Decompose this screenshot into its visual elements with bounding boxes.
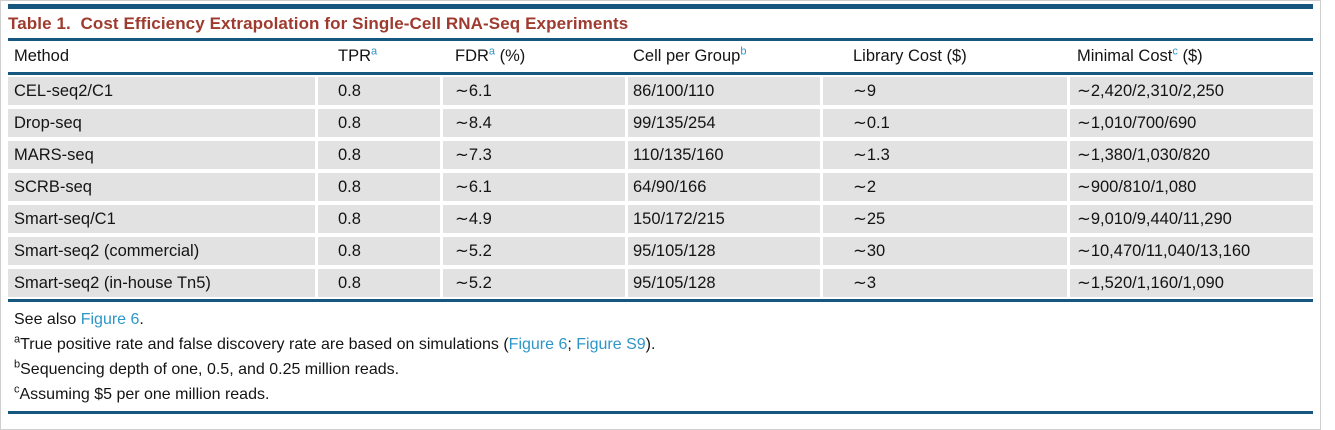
cell-library-cost: ∼30: [823, 237, 1067, 265]
column-header-fdr: FDRa (%): [443, 41, 625, 72]
column-header-minimal-cost: Minimal Costc ($): [1070, 41, 1313, 72]
cell-minimal-cost: ∼900/810/1,080: [1070, 173, 1313, 201]
column-header-label: Cell per Group: [633, 47, 741, 65]
column-header-label: TPR: [338, 47, 371, 65]
cell-method: CEL-seq2/C1: [8, 77, 315, 105]
cell-library-cost: ∼3: [823, 269, 1067, 297]
cell-cell-per-group: 110/135/160: [628, 141, 820, 169]
cell-fdr: ∼5.2: [443, 269, 625, 297]
body-divider: [8, 299, 1313, 302]
cell-tpr: 0.8: [318, 237, 440, 265]
header-row: Method TPRa FDRa (%) Cell per Groupb Lib…: [8, 41, 1313, 72]
footnote-c-text: Assuming $5 per one million reads.: [19, 386, 270, 403]
cell-cell-per-group: 150/172/215: [628, 205, 820, 233]
cell-library-cost: ∼1.3: [823, 141, 1067, 169]
footnote-a-marker: a: [14, 333, 21, 346]
cell-tpr: 0.8: [318, 269, 440, 297]
table-row: Drop-seq 0.8 ∼8.4 99/135/254 ∼0.1 ∼1,010…: [8, 109, 1313, 137]
cell-fdr: ∼8.4: [443, 109, 625, 137]
cell-tpr: 0.8: [318, 205, 440, 233]
cell-fdr: ∼6.1: [443, 77, 625, 105]
cell-method: Drop-seq: [8, 109, 315, 137]
title-divider: [8, 38, 1313, 41]
table-row: MARS-seq 0.8 ∼7.3 110/135/160 ∼1.3 ∼1,38…: [8, 141, 1313, 169]
cell-tpr: 0.8: [318, 77, 440, 105]
footnote-a-text: True positive rate and false discovery r…: [20, 336, 509, 353]
cell-tpr: 0.8: [318, 173, 440, 201]
cell-minimal-cost: ∼1,380/1,030/820: [1070, 141, 1313, 169]
cell-cell-per-group: 95/105/128: [628, 269, 820, 297]
cell-minimal-cost: ∼1,010/700/690: [1070, 109, 1313, 137]
footnote-b-text: Sequencing depth of one, 0.5, and 0.25 m…: [20, 361, 400, 378]
column-header-sup: a: [488, 45, 496, 58]
see-also-note: See also Figure 6.: [8, 307, 1313, 332]
header-divider: [8, 72, 1313, 75]
column-header-label: Minimal Cost: [1077, 47, 1173, 65]
column-header-sup: c: [1172, 45, 1178, 58]
column-header-sup: a: [371, 45, 378, 58]
table-row: CEL-seq2/C1 0.8 ∼6.1 86/100/110 ∼9 ∼2,42…: [8, 77, 1313, 105]
footnote-b: bSequencing depth of one, 0.5, and 0.25 …: [8, 357, 1313, 382]
footnote-c: cAssuming $5 per one million reads.: [8, 382, 1313, 407]
footnote-c-marker: c: [14, 383, 20, 396]
column-header-library-cost: Library Cost ($): [823, 41, 1067, 72]
cell-tpr: 0.8: [318, 109, 440, 137]
cell-method: MARS-seq: [8, 141, 315, 169]
column-header-label: Library Cost ($): [853, 47, 967, 65]
cell-minimal-cost: ∼9,010/9,440/11,290: [1070, 205, 1313, 233]
table-title-row: Table 1. Cost Efficiency Extrapolation f…: [8, 9, 1313, 38]
table-row: Smart-seq2 (in-house Tn5) 0.8 ∼5.2 95/10…: [8, 269, 1313, 297]
cell-tpr: 0.8: [318, 141, 440, 169]
table-title: Table 1. Cost Efficiency Extrapolation f…: [8, 14, 629, 33]
cell-library-cost: ∼2: [823, 173, 1067, 201]
table-row: SCRB-seq 0.8 ∼6.1 64/90/166 ∼2 ∼900/810/…: [8, 173, 1313, 201]
cell-method: Smart-seq2 (in-house Tn5): [8, 269, 315, 297]
table-footnotes: See also Figure 6. aTrue positive rate a…: [8, 302, 1313, 411]
cell-library-cost: ∼25: [823, 205, 1067, 233]
column-header-method: Method: [8, 41, 315, 72]
cell-cell-per-group: 64/90/166: [628, 173, 820, 201]
cell-method: Smart-seq/C1: [8, 205, 315, 233]
cell-library-cost: ∼9: [823, 77, 1067, 105]
column-header-suffix: ($): [1177, 47, 1203, 65]
column-header-label: Method: [14, 47, 70, 65]
footnote-a-end: ).: [645, 336, 656, 353]
figure-6-link[interactable]: Figure 6: [508, 336, 568, 353]
cell-method: Smart-seq2 (commercial): [8, 237, 315, 265]
cell-minimal-cost: ∼1,520/1,160/1,090: [1070, 269, 1313, 297]
top-rule: [8, 4, 1313, 9]
column-header-suffix: (%): [495, 47, 526, 65]
table-body: CEL-seq2/C1 0.8 ∼6.1 86/100/110 ∼9 ∼2,42…: [8, 77, 1313, 297]
column-header-tpr: TPRa: [318, 41, 440, 72]
cell-fdr: ∼6.1: [443, 173, 625, 201]
cell-minimal-cost: ∼2,420/2,310/2,250: [1070, 77, 1313, 105]
table-row: Smart-seq/C1 0.8 ∼4.9 150/172/215 ∼25 ∼9…: [8, 205, 1313, 233]
footnote-b-marker: b: [14, 358, 21, 371]
cell-cell-per-group: 95/105/128: [628, 237, 820, 265]
cell-cell-per-group: 99/135/254: [628, 109, 820, 137]
bottom-rule: [8, 411, 1313, 414]
figure-6-link[interactable]: Figure 6: [80, 311, 140, 328]
cell-fdr: ∼7.3: [443, 141, 625, 169]
column-header-cell-per-group: Cell per Groupb: [628, 41, 820, 72]
cell-method: SCRB-seq: [8, 173, 315, 201]
see-also-text: See also: [14, 311, 81, 328]
column-header-sup: b: [740, 45, 747, 58]
cell-fdr: ∼5.2: [443, 237, 625, 265]
figure-s9-link[interactable]: Figure S9: [576, 336, 646, 353]
column-header-label: FDR: [455, 47, 489, 65]
cell-fdr: ∼4.9: [443, 205, 625, 233]
cell-library-cost: ∼0.1: [823, 109, 1067, 137]
cell-minimal-cost: ∼10,470/11,040/13,160: [1070, 237, 1313, 265]
footnote-a: aTrue positive rate and false discovery …: [8, 332, 1313, 357]
see-also-period: .: [139, 311, 144, 328]
cell-cell-per-group: 86/100/110: [628, 77, 820, 105]
footnote-a-separator: ;: [567, 336, 577, 353]
table-row: Smart-seq2 (commercial) 0.8 ∼5.2 95/105/…: [8, 237, 1313, 265]
